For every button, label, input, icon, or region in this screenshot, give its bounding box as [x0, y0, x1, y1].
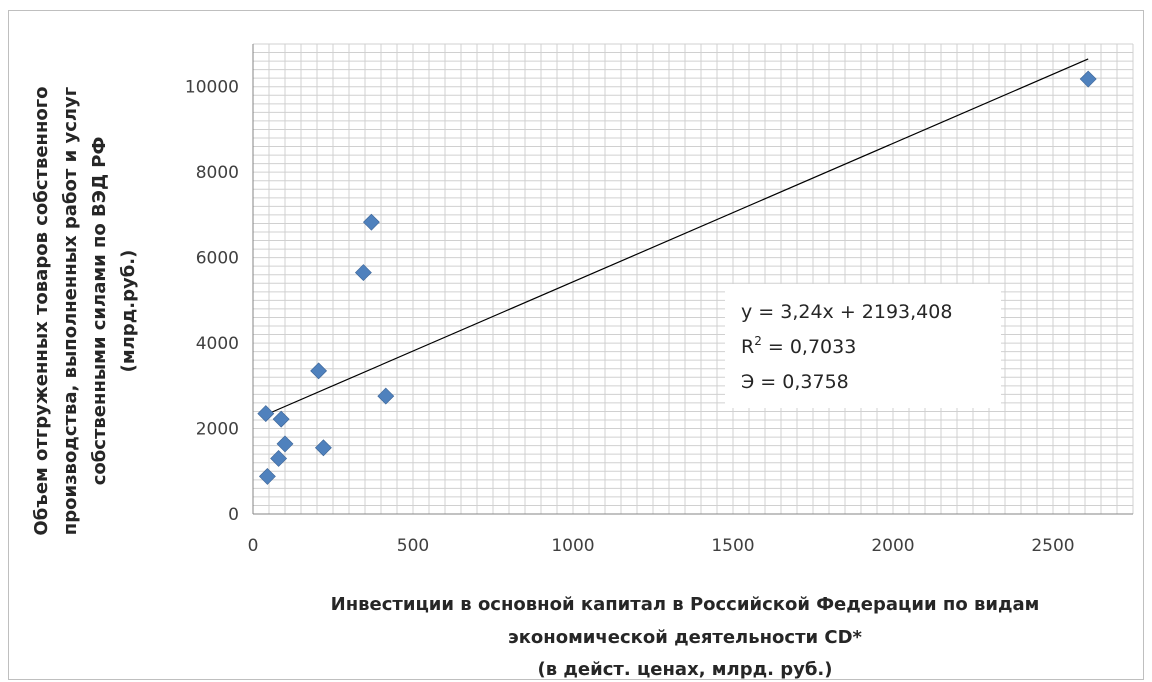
x-axis-title: Инвестиции в основной капитал в Российск… — [331, 594, 1040, 680]
r-squared-prefix: R — [741, 336, 754, 358]
y-tick-label: 6000 — [196, 249, 239, 269]
x-tick-label: 1000 — [551, 536, 594, 556]
data-point — [1079, 70, 1097, 88]
y-axis-title-line-3: собственными силами по ВЭД РФ — [89, 137, 110, 486]
grid-lines — [253, 43, 1134, 514]
data-point — [276, 435, 294, 453]
y-axis-title-line-2: производства, выполненных работ и услуг — [60, 87, 81, 535]
scatter-chart: 0 500 1000 1500 2000 2500 0 2000 4000 6000 8000 100… — [31, 43, 1134, 680]
y-tick-label: 4000 — [196, 334, 239, 354]
x-tick-label: 2500 — [1031, 536, 1074, 556]
data-point — [310, 362, 328, 380]
data-point — [362, 213, 380, 231]
trendline — [265, 58, 1089, 416]
y-axis-title: Объем отгруженных товаров собственного п… — [31, 86, 139, 535]
trendline-segment — [265, 58, 1089, 416]
x-tick-label: 500 — [397, 536, 429, 556]
x-axis-title-line-3: (в дейст. ценах, млрд. руб.) — [538, 659, 833, 680]
y-tick-label: 10000 — [185, 78, 239, 98]
y-axis-title-line-1: Объем отгруженных товаров собственного — [31, 86, 52, 535]
data-point — [377, 387, 395, 405]
data-point — [272, 410, 290, 428]
regression-annotation: y = 3,24x + 2193,408 R2 = 0,7033 Э = 0,3… — [725, 284, 1001, 408]
x-tick-label: 2000 — [871, 536, 914, 556]
data-point — [270, 450, 288, 467]
elasticity-label: Э = 0,3758 — [741, 371, 849, 393]
y-tick-label: 8000 — [196, 163, 239, 183]
regression-equation: y = 3,24x + 2193,408 — [741, 301, 952, 323]
r-squared-sup: 2 — [754, 334, 762, 348]
data-point — [314, 439, 332, 457]
data-point — [354, 264, 372, 282]
data-points — [257, 70, 1097, 485]
tick-labels: 0 500 1000 1500 2000 2500 0 2000 4000 6000 8000 100… — [185, 78, 1075, 556]
chart-frame: 0 500 1000 1500 2000 2500 0 2000 4000 6000 8000 100… — [8, 10, 1144, 680]
y-tick-label: 2000 — [196, 420, 239, 440]
r-squared-value: = 0,7033 — [762, 336, 856, 358]
r-squared-label: R2 = 0,7033 — [741, 334, 856, 358]
data-point — [258, 467, 276, 485]
x-tick-label: 0 — [248, 536, 259, 556]
data-point — [257, 405, 275, 423]
axes — [252, 44, 1133, 515]
x-tick-label: 1500 — [711, 536, 754, 556]
y-tick-label: 0 — [228, 505, 239, 525]
x-axis-title-line-2: экономической деятельности CD* — [508, 627, 863, 648]
x-axis-title-line-1: Инвестиции в основной капитал в Российск… — [331, 594, 1040, 615]
y-axis-title-line-4: (млрд.руб.) — [118, 250, 139, 373]
